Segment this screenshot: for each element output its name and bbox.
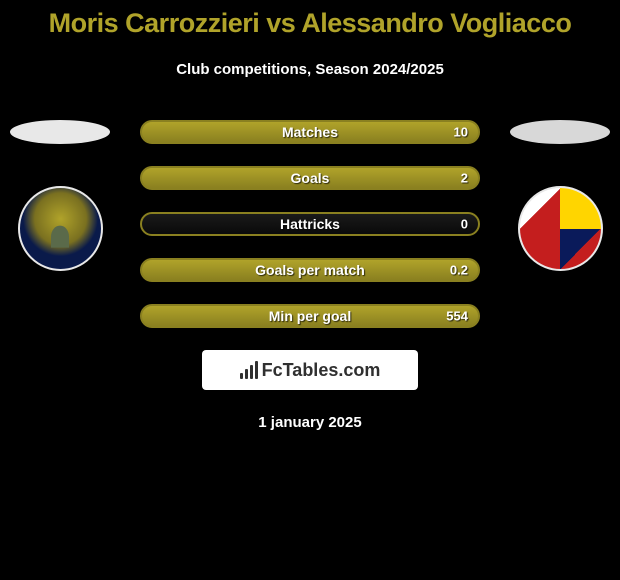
stat-value-right: 2	[461, 171, 468, 186]
player-right-avatar-placeholder	[510, 120, 610, 144]
club-badge-left	[18, 186, 103, 271]
stat-value-right: 0	[461, 217, 468, 232]
club-badge-right	[518, 186, 603, 271]
stat-value-right: 10	[454, 125, 468, 140]
genoa-quadrant-icon	[560, 188, 601, 229]
stat-bar-goals: Goals 2	[140, 166, 480, 190]
comparison-content: Matches 10 Goals 2 Hattricks 0 Goals per…	[0, 120, 620, 431]
genoa-quadrant-icon	[520, 188, 561, 229]
stat-bar-hattricks: Hattricks 0	[140, 212, 480, 236]
footer-date: 1 january 2025	[0, 414, 620, 431]
genoa-quadrant-icon	[560, 229, 601, 270]
stat-value-right: 554	[446, 309, 468, 324]
stat-label: Goals per match	[255, 262, 365, 278]
player-left-column	[0, 120, 120, 271]
stat-bar-goals-per-match: Goals per match 0.2	[140, 258, 480, 282]
branding-text: FcTables.com	[262, 360, 381, 381]
branding-badge[interactable]: FcTables.com	[202, 350, 418, 390]
subtitle: Club competitions, Season 2024/2025	[0, 61, 620, 78]
stat-label: Hattricks	[280, 216, 340, 232]
stat-bars: Matches 10 Goals 2 Hattricks 0 Goals per…	[140, 120, 480, 328]
player-right-column	[500, 120, 620, 271]
stat-bar-min-per-goal: Min per goal 554	[140, 304, 480, 328]
stat-value-right: 0.2	[450, 263, 468, 278]
stat-label: Min per goal	[269, 308, 351, 324]
genoa-quadrant-icon	[520, 229, 561, 270]
stat-label: Goals	[291, 170, 330, 186]
bar-chart-icon	[240, 361, 258, 379]
stat-label: Matches	[282, 124, 338, 140]
player-left-avatar-placeholder	[10, 120, 110, 144]
stat-bar-matches: Matches 10	[140, 120, 480, 144]
page-title: Moris Carrozzieri vs Alessandro Vogliacc…	[0, 0, 620, 39]
lecce-badge-tree-icon	[51, 226, 69, 248]
